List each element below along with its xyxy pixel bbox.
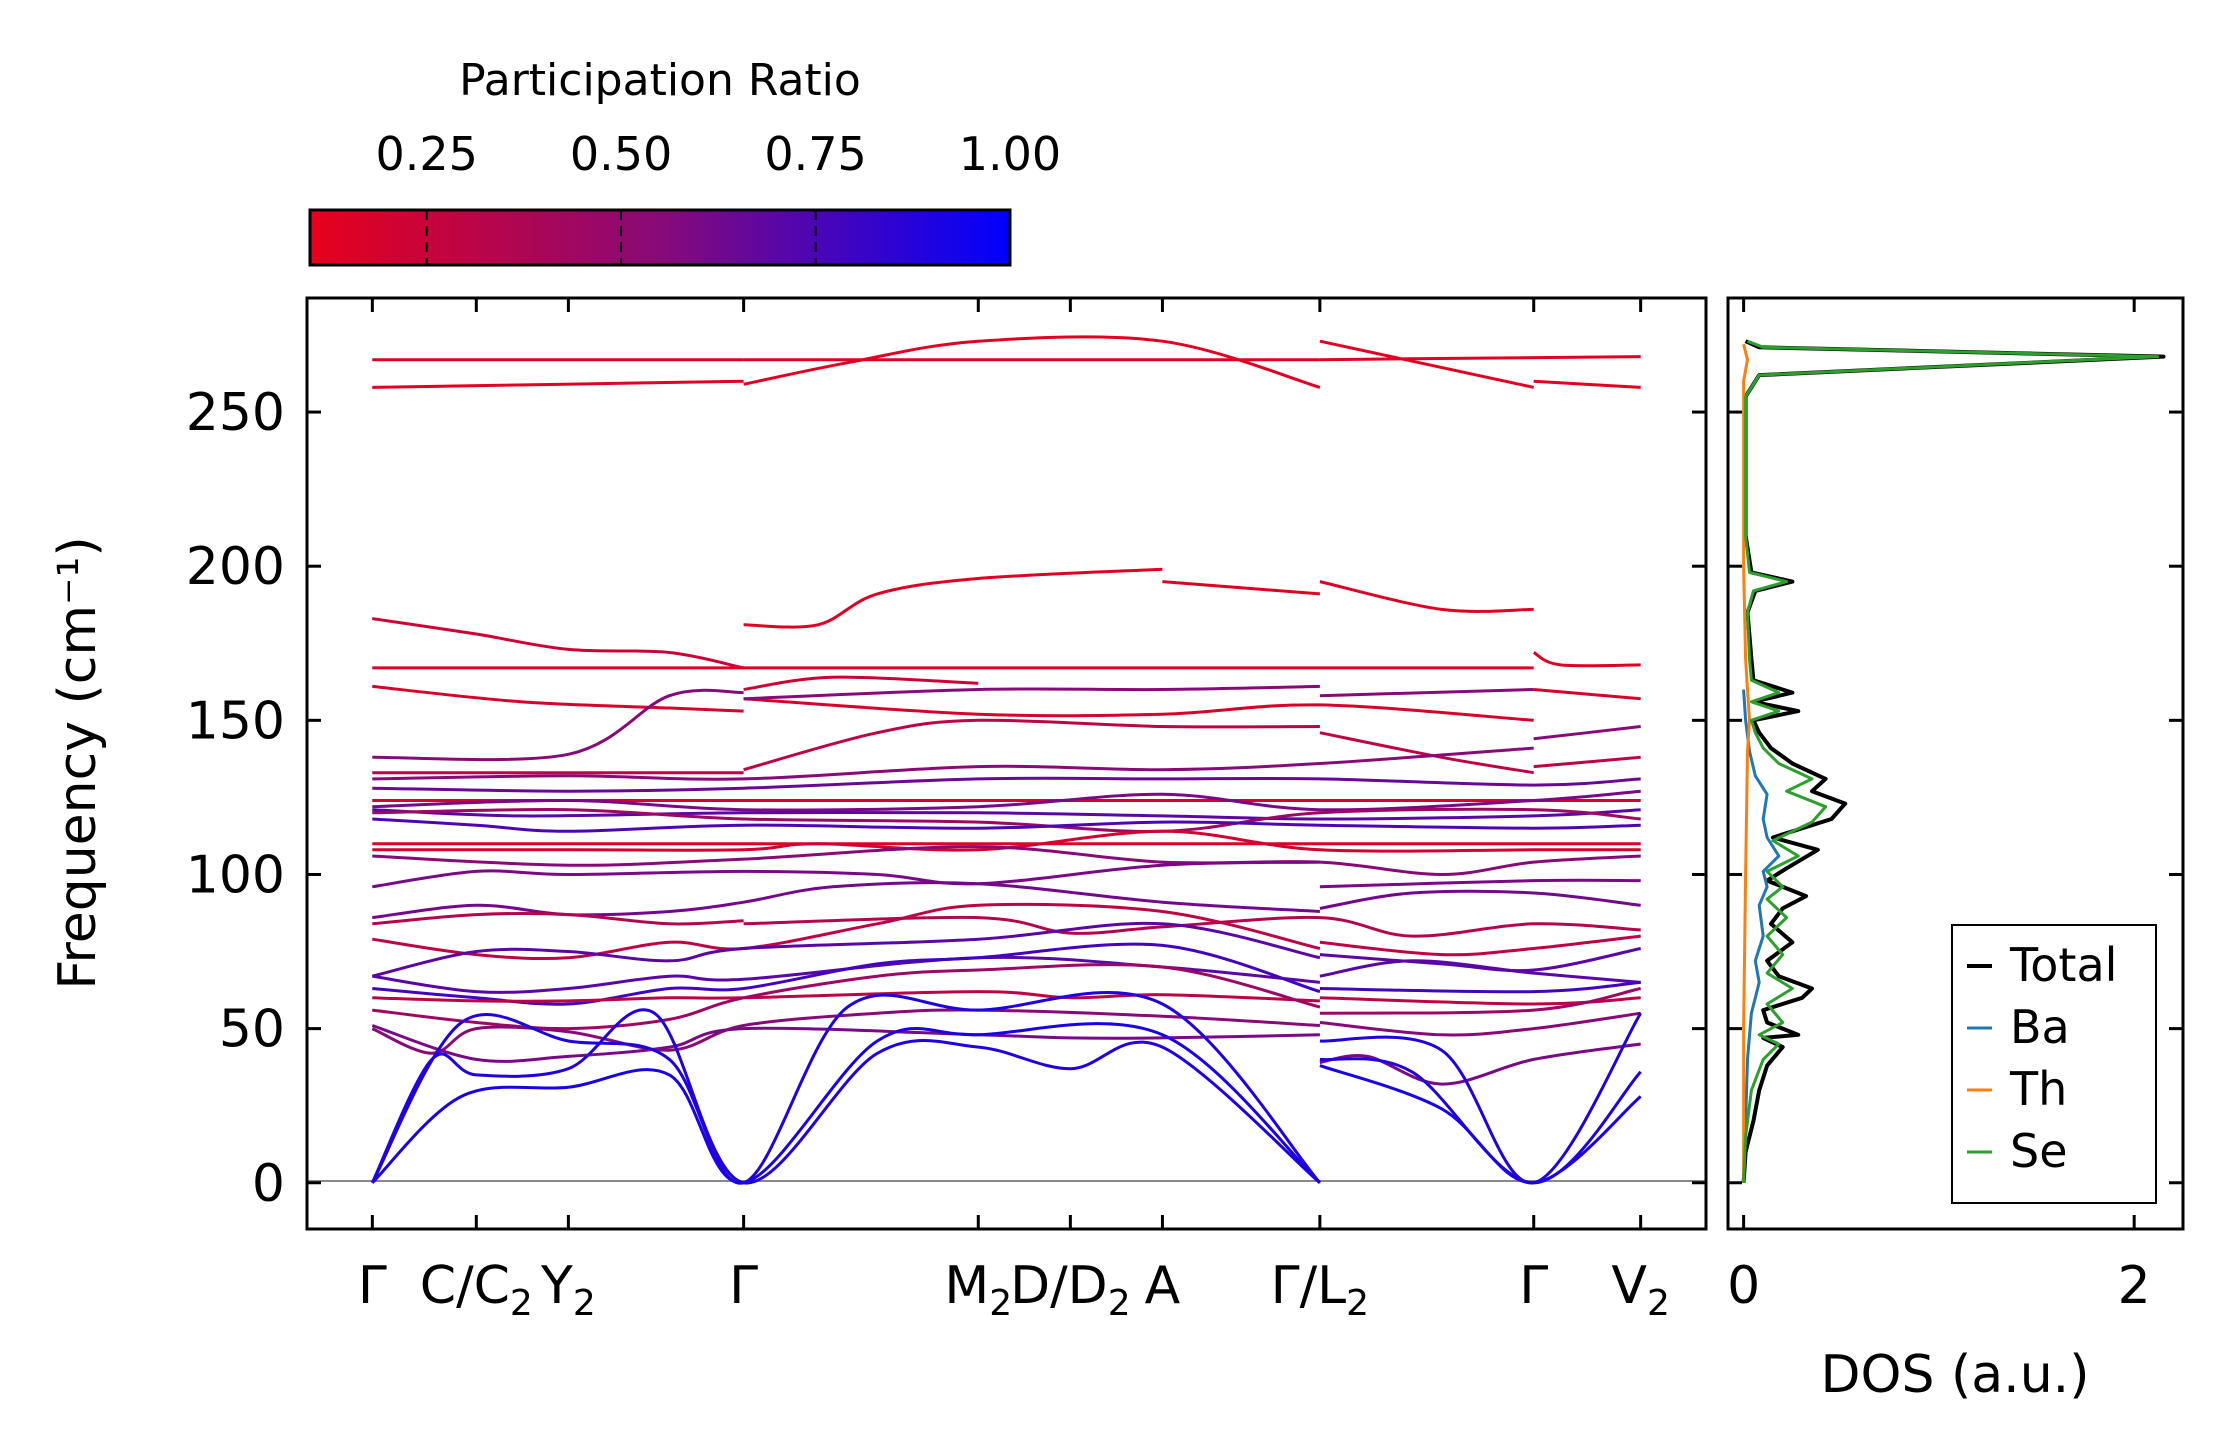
band-branch-optic-66: [372, 955, 1321, 994]
dos-legend: Total Ba Th Se: [1951, 924, 2157, 1204]
band-branch-optic-50: [371, 1008, 1320, 1055]
band-branch-optic-50: [1319, 1011, 1641, 1037]
kpoint-label: V2: [1611, 1256, 1669, 1324]
band-branch-optic-62: [1319, 980, 1641, 994]
band-branch-optic-121: [372, 808, 1641, 821]
band-branch-optic-131: [372, 746, 1534, 781]
band-branch-optic-86: [372, 911, 744, 926]
band-branch-optic-183: [743, 675, 979, 691]
band-branch-optic-138: [743, 684, 1320, 701]
band-branch-optic-122: [372, 789, 1641, 812]
colorbar-tick-label: 0.50: [570, 127, 672, 181]
colorbar-tick-label: 0.25: [375, 127, 477, 181]
band-frame: [305, 296, 1708, 1231]
band-branch-optic-90: [1319, 889, 1641, 910]
band-structure-panel: 0 50 100 150 200 250 Γ C/C2 Y2 Γ M2D/D2 A Γ/L2 Γ V2 F…: [48, 296, 1708, 1324]
band-branch-acoustic-TA1: [370, 1008, 1321, 1185]
kpoint-label: Γ/L2: [1271, 1256, 1369, 1324]
band-branch-optic-top-2: [743, 335, 1321, 389]
band-branch-optic-128: [372, 776, 1641, 793]
dos-x-tick-label: 2: [2118, 1256, 2151, 1316]
legend-label: Th: [2009, 1062, 2067, 1116]
band-branch-optic-183: [372, 617, 744, 670]
kpoint-label: Y2: [540, 1256, 596, 1324]
kpoint-label: Γ: [1519, 1256, 1548, 1316]
dos-x-label: DOS (a.u.): [1821, 1345, 2090, 1405]
y-tick-label: 250: [186, 383, 285, 443]
band-branch-acoustic-TA2: [1319, 1064, 1642, 1185]
band-branch-optic-133: [743, 718, 1320, 772]
band-branch-optic-78: [372, 902, 1321, 961]
band-branch-acoustic-LA: [370, 991, 1322, 1185]
y-axis-label: Frequency (cm⁻¹): [48, 536, 108, 989]
y-tick-label: 200: [186, 537, 285, 597]
y-tick-label: 150: [186, 691, 285, 751]
kpoint-label: Γ: [729, 1256, 758, 1316]
band-y-ticks: 0 50 100 150 200 250: [186, 383, 1706, 1214]
band-branch-optic-138: [372, 688, 744, 762]
band-branch-optic-106: [372, 845, 1641, 877]
band-branch-optic-161: [372, 684, 744, 713]
band-branch-optic-55: [372, 963, 1321, 1031]
band-branch-optic-200: [1162, 580, 1321, 596]
band-branch-optic-55: [1319, 987, 1641, 1015]
dos-frame: [1726, 296, 2185, 1231]
legend-label: Se: [2010, 1124, 2068, 1178]
band-lines: [370, 335, 1642, 1185]
dos-line-ba: [1742, 689, 1781, 1183]
band-branch-optic-200: [743, 567, 1163, 629]
band-branch-optic-top-2: [372, 379, 744, 389]
y-tick-label: 0: [252, 1154, 285, 1214]
band-branch-optic-46: [371, 1024, 1320, 1063]
colorbar-tick-label: 0.75: [764, 127, 866, 181]
band-branch-optic-90: [372, 881, 1320, 920]
band-branch-optic-top-1: [1319, 355, 1641, 362]
band-branch-optic-108: [372, 829, 1641, 853]
band-branch-optic-161: [743, 697, 1534, 722]
legend-label: Total: [2009, 938, 2117, 992]
legend-label: Ba: [2010, 1000, 2070, 1054]
band-branch-optic-top-2: [1319, 339, 1535, 389]
dos-line-th: [1742, 343, 1751, 1183]
band-branch-optic-96: [372, 860, 1320, 889]
colorbar-gradient: [308, 208, 1012, 267]
band-branch-optic-46: [1319, 1042, 1641, 1086]
band-branch-optic-133: [1319, 731, 1534, 775]
band-branch-optic-167: [1532, 651, 1641, 668]
band-branch-optic-120: [372, 807, 1641, 833]
kpoint-label: M2: [944, 1256, 1012, 1324]
band-branch-optic-138: [1319, 688, 1534, 698]
band-branch-optic-161: [1533, 688, 1641, 701]
band-branch-acoustic-TA2: [371, 1022, 1321, 1185]
colorbar-tick-label: 1.00: [959, 127, 1061, 181]
dos-line-se: [1742, 339, 2160, 1183]
band-branch-optic-200: [1319, 580, 1534, 613]
y-tick-label: 50: [219, 1000, 285, 1060]
kpoint-label: Γ: [358, 1256, 387, 1316]
dos-x-tick-label: 0: [1727, 1256, 1760, 1316]
kpoint-label: A: [1145, 1256, 1181, 1316]
band-kpoint-ticks: Γ C/C2 Y2 Γ M2D/D2 A Γ/L2 Γ V2: [358, 298, 1670, 1324]
band-branch-optic-75: [371, 921, 1321, 978]
band-branch-optic-78: [1319, 934, 1641, 957]
dos-lines: [1741, 339, 2166, 1183]
colorbar: Participation Ratio 0.25 0.50 0.75 1.00: [308, 55, 1061, 267]
band-branch-optic-118: [372, 817, 1641, 833]
colorbar-label: Participation Ratio: [459, 55, 861, 106]
kpoint-label: C/C2: [420, 1256, 533, 1324]
band-branch-optic-131: [1533, 725, 1641, 741]
kpoint-label: D/D2: [1010, 1256, 1131, 1324]
band-branch-optic-133: [1533, 755, 1641, 769]
band-branch-optic-60: [1319, 996, 1641, 1006]
y-tick-label: 100: [186, 845, 285, 905]
band-branch-optic-66: [1319, 959, 1641, 984]
band-branch-optic-96: [1319, 878, 1641, 889]
band-branch-optic-top-2: [1533, 379, 1641, 389]
colorbar-ticks: 0.25 0.50 0.75 1.00: [375, 127, 1061, 265]
band-branch-acoustic-LA: [1319, 1012, 1642, 1185]
